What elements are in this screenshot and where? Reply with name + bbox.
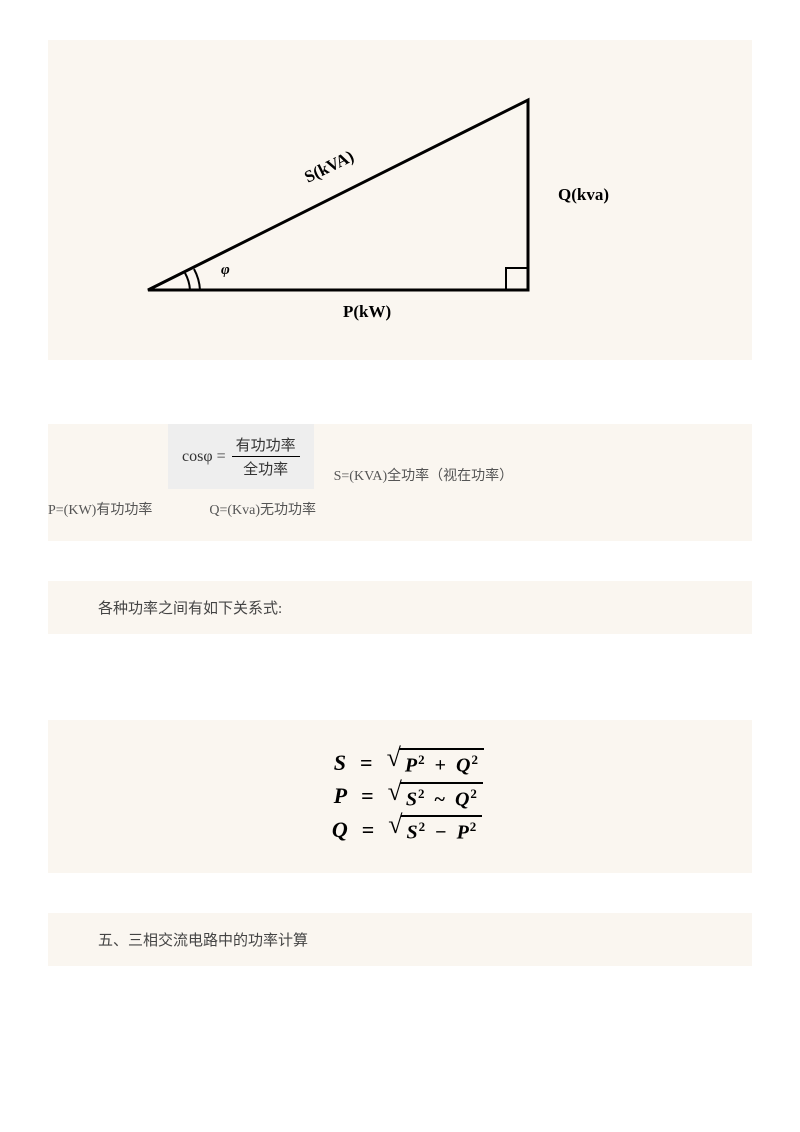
eq3-lhs: Q <box>318 817 348 843</box>
section-5-title-box: 五、三相交流电路中的功率计算 <box>48 913 752 966</box>
eq3-b: P <box>457 822 469 844</box>
q-description: Q=(Kva)无功功率 <box>209 503 316 518</box>
eq2-b: Q <box>455 788 469 810</box>
vertical-label: Q(kva) <box>558 185 609 205</box>
pq-description-line: P=(KW)有功功率 Q=(Kva)无功功率 <box>48 489 752 533</box>
eq3-op: − <box>435 822 446 844</box>
fraction-numerator: 有功功率 <box>232 434 300 457</box>
fraction-denominator: 全功率 <box>239 457 292 479</box>
cos-formula-box: cosφ = 有功功率 全功率 <box>168 424 314 489</box>
equation-1: S = √ P2 + Q2 <box>48 748 752 778</box>
eq2-a: S <box>406 788 417 810</box>
eq2-lhs: P <box>317 783 347 809</box>
cos-formula-row: cosφ = 有功功率 全功率 S=(KVA)全功率（视在功率） <box>48 424 752 489</box>
angle-label: φ <box>221 262 230 279</box>
bottom-label: P(kW) <box>343 302 391 322</box>
cos-formula-section: cosφ = 有功功率 全功率 S=(KVA)全功率（视在功率） P=(KW)有… <box>48 424 752 541</box>
eq1-lhs: S <box>316 750 346 776</box>
eq1-sqrt: √ P2 + Q2 <box>387 748 484 778</box>
eq3-equals: = <box>362 817 375 843</box>
eq2-sqrt: √ S2 ~ Q2 <box>388 782 483 812</box>
equations-section: S = √ P2 + Q2 P = √ S2 ~ Q2 Q = √ S2 − P… <box>48 720 752 873</box>
equation-3: Q = √ S2 − P2 <box>48 815 752 845</box>
eq2-equals: = <box>361 783 374 809</box>
eq1-a: P <box>405 755 417 777</box>
relation-text: 各种功率之间有如下关系式: <box>48 581 752 634</box>
relation-section: 各种功率之间有如下关系式: <box>48 581 752 634</box>
eq1-equals: = <box>360 750 373 776</box>
cos-fraction: 有功功率 全功率 <box>232 434 300 479</box>
cos-lhs: cosφ = <box>182 448 226 466</box>
equation-2: P = √ S2 ~ Q2 <box>48 782 752 812</box>
section-5-title: 五、三相交流电路中的功率计算 <box>48 913 752 966</box>
eq3-sqrt: √ S2 − P2 <box>388 815 482 845</box>
triangle-svg <box>128 70 588 330</box>
p-description: P=(KW)有功功率 <box>48 503 152 518</box>
eq2-op: ~ <box>435 788 445 810</box>
s-description: S=(KVA)全功率（视在功率） <box>334 465 514 485</box>
eq1-b: Q <box>456 755 470 777</box>
eq3-a: S <box>407 822 418 844</box>
power-triangle-diagram: S(kVA) Q(kva) P(kW) φ <box>48 40 752 360</box>
eq1-op: + <box>435 755 446 777</box>
